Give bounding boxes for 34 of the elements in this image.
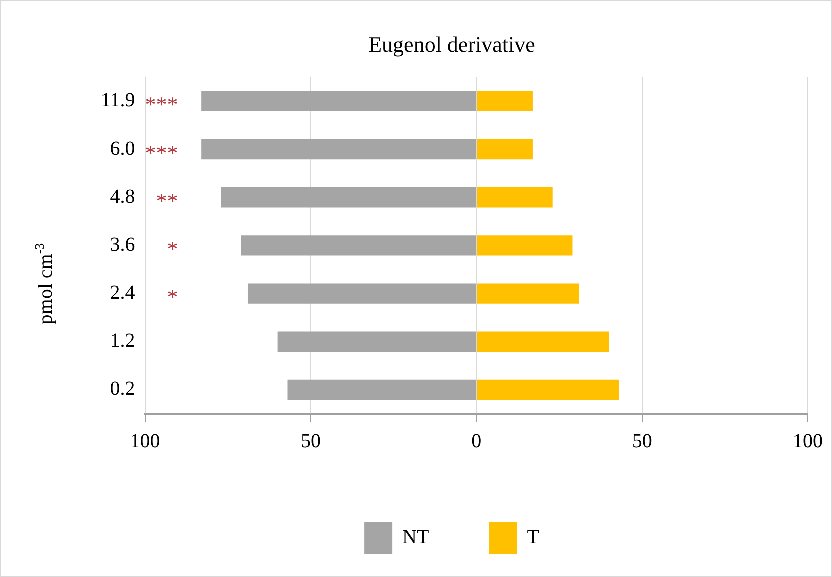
y-tick-label: 0.2 (110, 378, 136, 400)
y-tick-label: 6.0 (110, 138, 136, 160)
y-tick-label: 3.6 (110, 234, 136, 256)
bar (202, 139, 476, 160)
bar (241, 236, 476, 256)
bar (477, 91, 533, 112)
annotation: * (167, 236, 178, 262)
x-tick-label: 0 (472, 430, 482, 452)
bar (221, 188, 476, 208)
legend-label: NT (402, 526, 430, 548)
x-tick-label: 100 (793, 430, 823, 452)
bar (477, 139, 533, 160)
annotation: ** (156, 188, 178, 214)
annotation: * (167, 284, 178, 310)
bar (477, 188, 553, 208)
bar (477, 380, 620, 400)
y-tick-label: 4.8 (110, 186, 136, 208)
y-tick-label: 1.2 (110, 330, 136, 352)
annotation: *** (145, 140, 178, 166)
bar (477, 284, 580, 304)
x-tick-label: 50 (300, 430, 321, 452)
bar (477, 236, 573, 256)
legend-label: T (527, 526, 540, 548)
bar (288, 380, 476, 400)
bar (202, 91, 476, 112)
chart-title: Eugenol derivative (368, 32, 536, 57)
bar (278, 332, 476, 352)
y-tick-label: 2.4 (110, 282, 136, 304)
annotation: *** (145, 92, 178, 118)
x-tick-label: 50 (632, 430, 652, 452)
bar (477, 332, 610, 352)
bar (248, 284, 476, 304)
y-tick-label: 11.9 (100, 90, 136, 112)
x-tick-label: 100 (130, 430, 160, 452)
